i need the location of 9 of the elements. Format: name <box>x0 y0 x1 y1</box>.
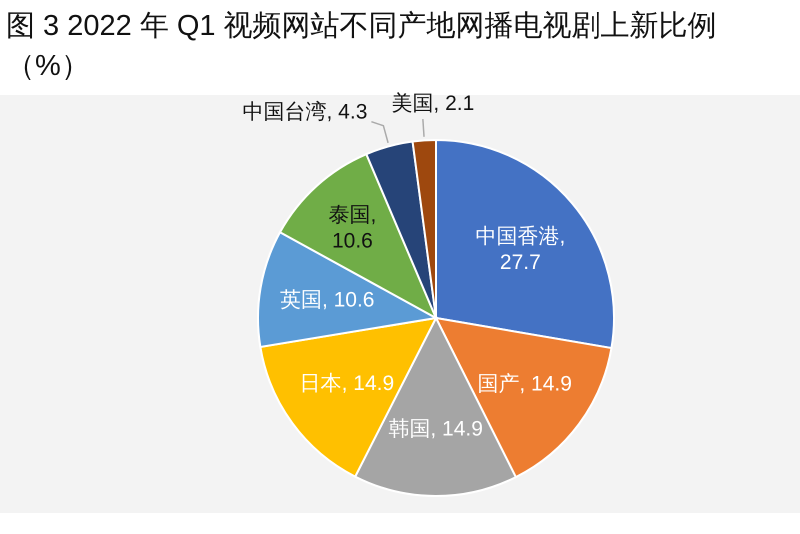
slice-label: 韩国, 14.9 <box>388 417 483 440</box>
slice-label: 英国, 10.6 <box>280 288 374 312</box>
chart-title: 图 3 2022 年 Q1 视频网站不同产地网播电视剧上新比例（%） <box>6 9 718 84</box>
slice-label: 日本, 14.9 <box>300 372 394 396</box>
slice-label: 中国香港, 27.7 <box>475 224 566 274</box>
slice-label: 美国, 2.1 <box>391 92 474 116</box>
slice-label: 国产, 14.9 <box>477 372 572 396</box>
slice-label: 中国台湾, 4.3 <box>242 100 368 124</box>
slice-label: 泰国, 10.6 <box>328 204 376 253</box>
